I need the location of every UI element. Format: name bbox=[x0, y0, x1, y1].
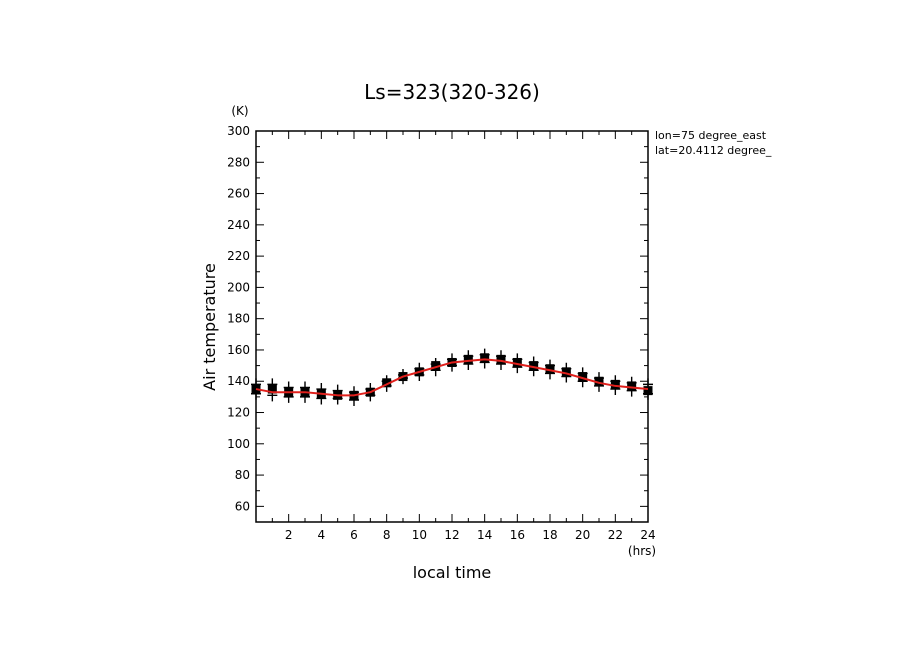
y-tick-label: 160 bbox=[227, 343, 250, 357]
plot-frame bbox=[255, 130, 649, 523]
data-point-plus bbox=[643, 387, 653, 400]
x-tick-label: 16 bbox=[510, 528, 525, 542]
data-point-plus bbox=[267, 378, 278, 391]
x-tick-label: 24 bbox=[640, 528, 655, 542]
x-tick-label: 18 bbox=[542, 528, 557, 542]
x-tick-label: 8 bbox=[383, 528, 391, 542]
chart-title: Ls=323(320-326) bbox=[364, 80, 540, 104]
x-tick-label: 10 bbox=[412, 528, 427, 542]
y-axis-label: Air temperature bbox=[200, 263, 219, 391]
annotation-lat: lat=20.4112 degree_ bbox=[655, 144, 772, 157]
y-tick-label: 180 bbox=[227, 312, 250, 326]
x-tick-label: 20 bbox=[575, 528, 590, 542]
x-axis-unit: (hrs) bbox=[628, 544, 656, 558]
y-tick-label: 100 bbox=[227, 437, 250, 451]
x-tick-label: 12 bbox=[444, 528, 459, 542]
y-tick-label: 140 bbox=[227, 374, 250, 388]
y-tick-label: 280 bbox=[227, 155, 250, 169]
y-tick-label: 300 bbox=[227, 124, 250, 138]
x-tick-label: 6 bbox=[350, 528, 358, 542]
annotation-lon: lon=75 degree_east bbox=[655, 129, 767, 142]
x-axis-label: local time bbox=[413, 563, 492, 582]
x-tick-label: 14 bbox=[477, 528, 492, 542]
series-line bbox=[255, 358, 649, 397]
y-tick-label: 260 bbox=[227, 187, 250, 201]
y-axis-unit: (K) bbox=[231, 104, 248, 118]
plot-area: 2 4 6 8 10 12 14 16 18 20 22 2460801001201401601802… bbox=[227, 124, 656, 542]
y-tick-label: 240 bbox=[227, 218, 250, 232]
y-tick-label: 60 bbox=[235, 499, 250, 513]
x-tick-label: 22 bbox=[608, 528, 623, 542]
y-tick-label: 220 bbox=[227, 249, 250, 263]
y-tick-label: 200 bbox=[227, 280, 250, 294]
y-tick-label: 120 bbox=[227, 406, 250, 420]
x-tick-label: 2 bbox=[285, 528, 293, 542]
y-tick-label: 80 bbox=[235, 468, 250, 482]
x-tick-label: 4 bbox=[318, 528, 326, 542]
